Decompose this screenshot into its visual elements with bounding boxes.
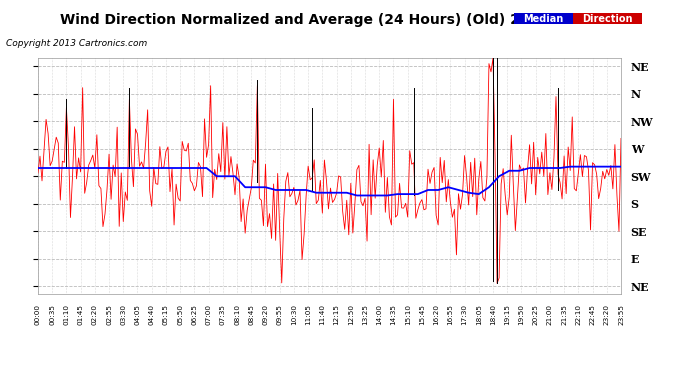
Text: Direction: Direction: [582, 14, 633, 24]
Text: Wind Direction Normalized and Average (24 Hours) (Old) 20130102: Wind Direction Normalized and Average (2…: [61, 13, 588, 27]
Text: Copyright 2013 Cartronics.com: Copyright 2013 Cartronics.com: [6, 39, 147, 48]
Text: Median: Median: [523, 14, 564, 24]
